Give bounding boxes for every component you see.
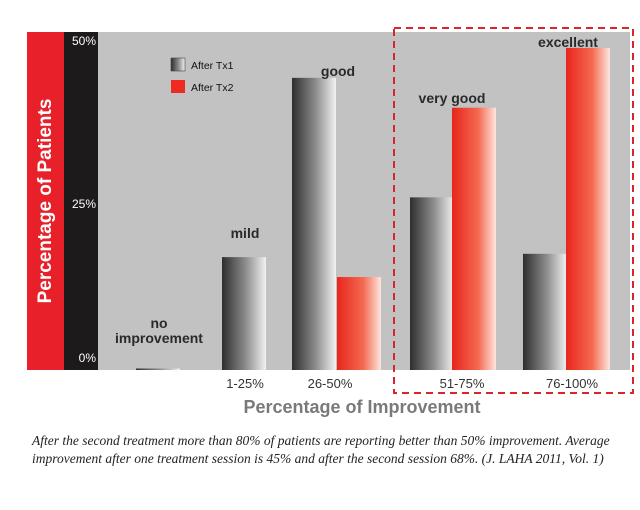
y-axis-label: Percentage of Patients [35,99,56,304]
bar-tx2 [566,47,610,371]
bar-tx1 [292,77,336,370]
bars [136,47,610,371]
category-annotation: no improvement [115,315,203,346]
y-tick-label: 50% [72,34,96,48]
legend-swatch-tx1 [170,57,186,72]
x-tick-label: 51-75% [440,376,485,391]
bar-tx1 [523,253,567,370]
bar-tx1 [136,368,180,370]
x-tick-label: 26-50% [308,376,353,391]
category-annotations: no improvement mild good very good excellent [115,34,598,346]
x-tick-label: 1-25% [226,376,264,391]
x-axis-label: Percentage of Improvement [243,397,480,417]
y-axis-bar [64,32,98,370]
category-annotation: good [321,63,355,79]
category-annotation: excellent [538,34,598,50]
category-annotation: mild [231,225,260,241]
x-ticks: 1-25% 26-50% 51-75% 76-100% [226,376,598,391]
ylabel-band [27,32,64,370]
x-tick-label: 76-100% [546,376,598,391]
legend: After Tx1 After Tx2 [170,57,234,94]
legend-label-tx1: After Tx1 [191,60,234,72]
legend-label-tx2: After Tx2 [191,82,234,94]
bar-tx2 [337,277,381,370]
highlight-box [393,27,634,394]
legend-swatch-tx2 [171,80,185,93]
bar-tx1 [410,197,454,370]
y-ticks: 0% 25% 50% [72,34,96,365]
y-tick-label: 25% [72,197,96,211]
category-annotation: very good [419,90,486,106]
y-tick-label: 0% [79,351,97,365]
bar-tx1 [222,257,266,370]
caption: After the second treatment more than 80%… [32,433,610,466]
bar-tx2 [452,107,496,370]
